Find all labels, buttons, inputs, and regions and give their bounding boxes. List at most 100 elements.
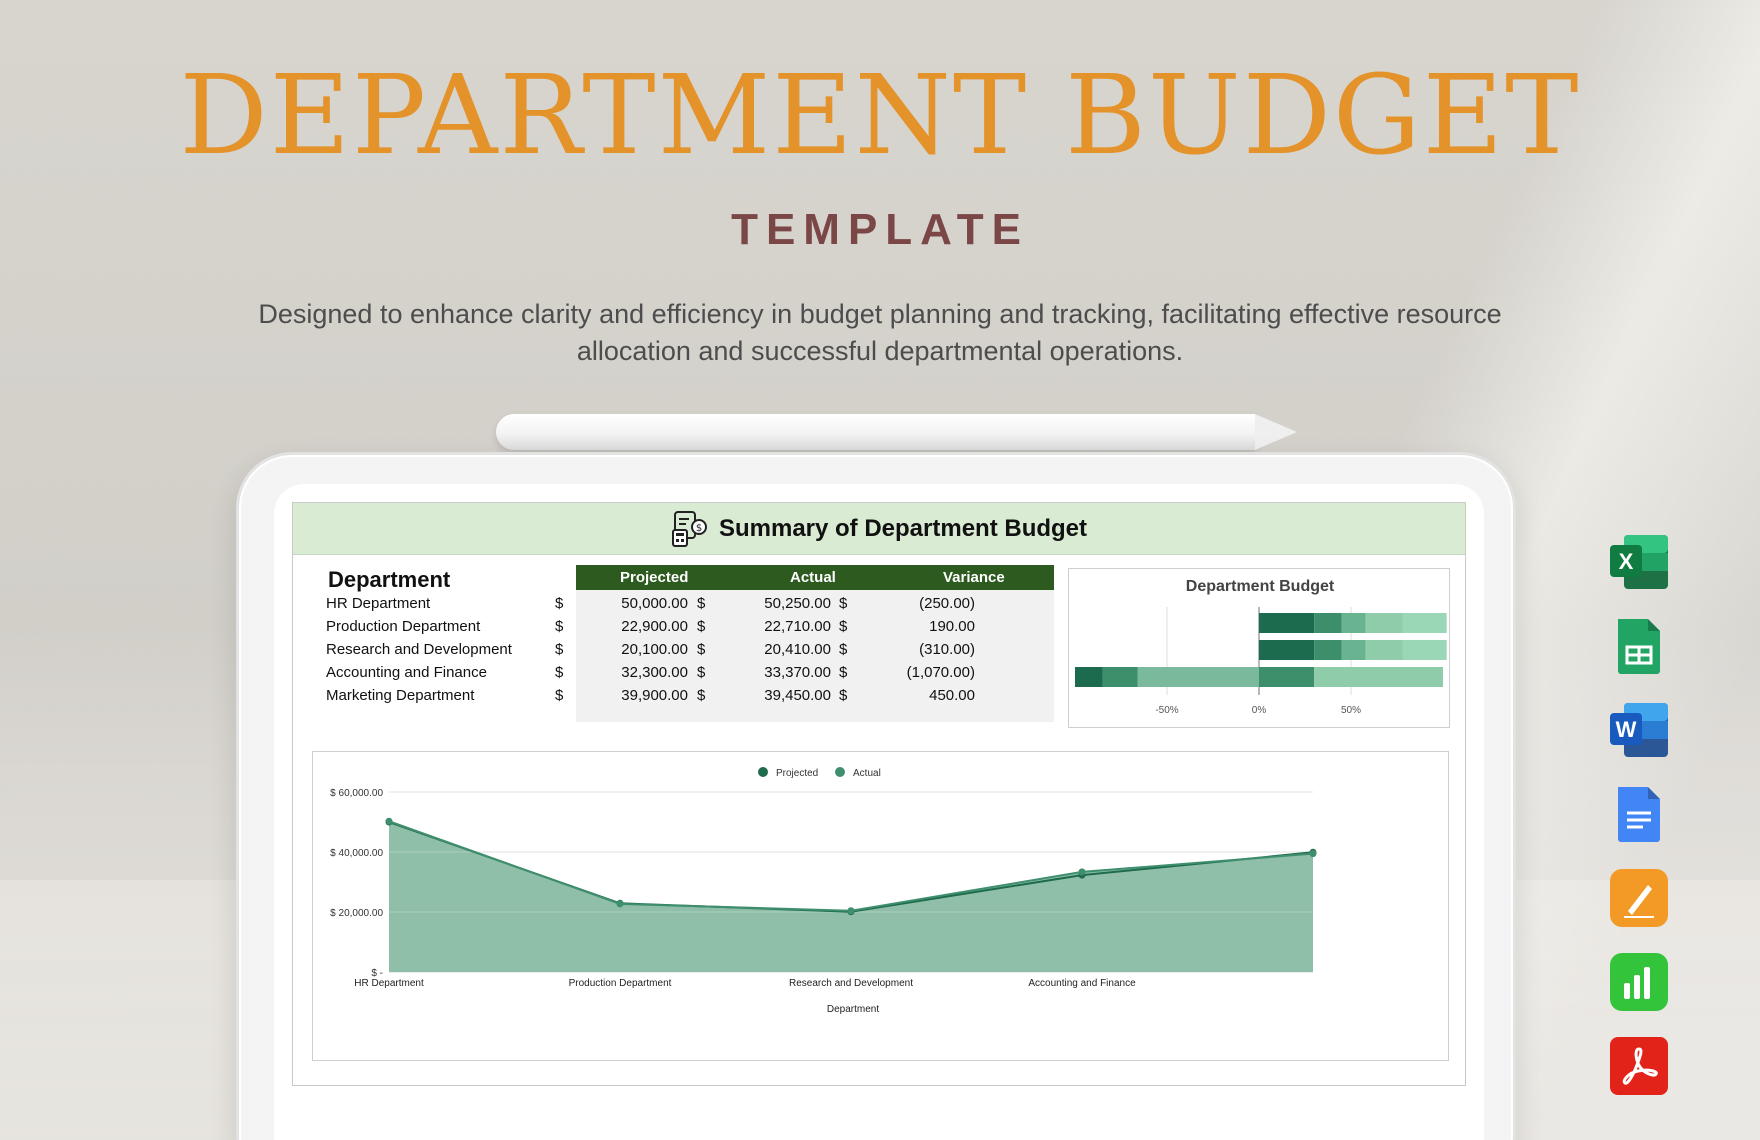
table-header-bar: Projected Actual Variance	[576, 565, 1054, 590]
bar-segment	[1314, 667, 1443, 687]
actual-cell: 22,710.00	[764, 618, 831, 635]
currency-symbol: $	[555, 618, 564, 635]
variance-cell: (310.00)	[919, 641, 975, 658]
pdf-icon[interactable]	[1610, 1037, 1668, 1095]
google-docs-icon[interactable]	[1610, 785, 1668, 843]
data-point-actual	[616, 900, 624, 908]
legend-label: Actual	[853, 768, 881, 779]
currency-symbol: $	[555, 641, 564, 658]
x-tick-label: 0%	[1252, 705, 1267, 716]
projected-cell: 39,900.00	[621, 687, 688, 704]
hero-title: DEPARTMENT BUDGET	[179, 51, 1581, 179]
chart-title: Department Budget	[1186, 578, 1335, 595]
column-header-variance: Variance	[943, 569, 1005, 586]
svg-text:$: $	[696, 523, 702, 534]
actual-cell: 20,410.00	[764, 641, 831, 658]
svg-text:X: X	[1619, 549, 1634, 574]
chart-legend: Projected Actual	[758, 767, 881, 779]
variance-cell: 450.00	[929, 687, 975, 704]
currency-symbol: $	[839, 687, 848, 704]
currency-symbol: $	[697, 641, 706, 658]
currency-symbol: $	[697, 687, 706, 704]
table-row: Research and Development $20,100.00 $20,41…	[293, 637, 1465, 663]
excel-icon[interactable]: X	[1610, 533, 1668, 591]
bar-segment	[1341, 613, 1366, 633]
currency-symbol: $	[555, 687, 564, 704]
data-point-actual	[385, 817, 393, 825]
x-category-label: Production Department	[569, 978, 672, 989]
pages-icon[interactable]	[1610, 869, 1668, 927]
bar-segment	[1259, 640, 1315, 660]
bar-segment	[1341, 640, 1366, 660]
hero-description: Designed to enhance clarity and efficien…	[258, 299, 1502, 366]
column-header-actual: Actual	[790, 569, 836, 586]
projected-cell: 22,900.00	[621, 618, 688, 635]
variance-cell: (1,070.00)	[906, 664, 975, 681]
data-point-actual	[1078, 868, 1086, 876]
projected-vs-actual-chart: Projected Actual $ - $ 20,000.00 $ 40,000.00…	[312, 751, 1449, 1061]
data-point-actual	[1309, 850, 1317, 858]
table-row: Accounting and Finance $32,300.00 $33,370.…	[293, 660, 1465, 686]
numbers-icon[interactable]	[1610, 953, 1668, 1011]
actual-cell: 33,370.00	[764, 664, 831, 681]
variance-cell: 190.00	[929, 618, 975, 635]
currency-symbol: $	[839, 595, 848, 612]
hero-subtitle: TEMPLATE	[731, 205, 1029, 254]
sheet-header: $ Summary of Department Budget	[293, 503, 1465, 555]
table-row: Marketing Department $39,900.00 $39,450.00…	[293, 683, 1465, 709]
svg-text:W: W	[1616, 717, 1637, 742]
x-category-label: Accounting and Finance	[1028, 978, 1136, 989]
variance-cell: (250.00)	[919, 595, 975, 612]
department-column-header: Department	[328, 567, 451, 592]
table-row: HR Department $50,000.00 $50,250.00 $ (250.0…	[293, 591, 1465, 617]
department-cell: Marketing Department	[326, 687, 475, 704]
currency-symbol: $	[555, 664, 564, 681]
sheet-title: Summary of Department Budget	[718, 514, 1088, 542]
x-category-label: HR Department	[354, 978, 424, 989]
x-category-label: Research and Development	[789, 978, 913, 989]
y-tick-label: $ 60,000.00	[330, 788, 383, 799]
department-budget-chart-svg: Department Budget -50% 0% 50%	[1075, 578, 1447, 716]
projected-vs-actual-chart-svg: Projected Actual $ - $ 20,000.00 $ 40,000.00…	[330, 767, 1317, 1015]
actual-cell: 39,450.00	[764, 687, 831, 704]
word-icon[interactable]: W	[1610, 701, 1668, 759]
department-cell: Accounting and Finance	[326, 664, 487, 681]
currency-symbol: $	[697, 664, 706, 681]
budget-sheet: $ Summary of Department Budget Departmen…	[292, 502, 1466, 1086]
bar-segment	[1314, 613, 1342, 633]
actual-area	[389, 821, 1313, 972]
x-axis-label: Department	[827, 1004, 879, 1015]
department-cell: Production Department	[326, 618, 481, 635]
projected-cell: 20,100.00	[621, 641, 688, 658]
y-tick-label: $ 40,000.00	[330, 848, 383, 859]
table-values-background	[576, 590, 1054, 722]
bar-segment	[1402, 613, 1447, 633]
department-cell: Research and Development	[326, 641, 512, 658]
y-tick-label: $ 20,000.00	[330, 908, 383, 919]
department-budget-chart: Department Budget -50% 0% 50%	[1068, 568, 1450, 728]
x-tick-label: -50%	[1155, 705, 1178, 716]
currency-symbol: $	[839, 618, 848, 635]
actual-cell: 50,250.00	[764, 595, 831, 612]
stylus-pencil	[496, 414, 1256, 450]
budget-calculator-icon: $	[671, 510, 707, 548]
y-tick-label: $ -	[371, 968, 383, 979]
legend-label: Projected	[776, 768, 818, 779]
bar-segment	[1102, 667, 1138, 687]
bar-segment	[1137, 667, 1259, 687]
bar-segment	[1365, 613, 1403, 633]
legend-marker	[835, 767, 845, 777]
currency-symbol: $	[697, 595, 706, 612]
bar-segment	[1259, 613, 1315, 633]
currency-symbol: $	[839, 664, 848, 681]
projected-cell: 50,000.00	[621, 595, 688, 612]
table-row: Production Department $22,900.00 $22,710.0…	[293, 614, 1465, 640]
currency-symbol: $	[697, 618, 706, 635]
projected-cell: 32,300.00	[621, 664, 688, 681]
legend-marker	[758, 767, 768, 777]
stylus-tip	[1255, 414, 1297, 450]
column-header-projected: Projected	[620, 569, 689, 586]
google-sheets-icon[interactable]	[1610, 617, 1668, 675]
currency-symbol: $	[839, 641, 848, 658]
bar-segment	[1402, 640, 1447, 660]
